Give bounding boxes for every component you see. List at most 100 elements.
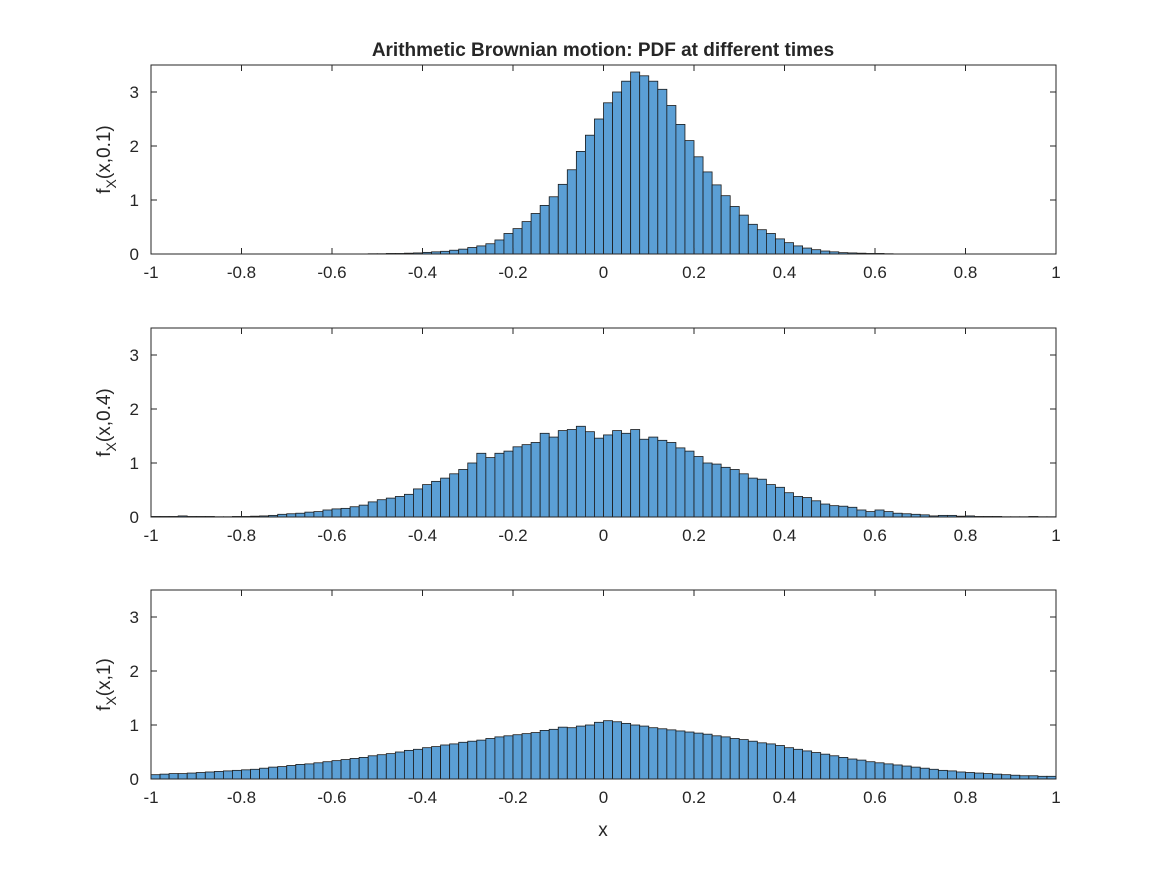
histogram-bar (775, 487, 784, 517)
histogram-bar (359, 757, 368, 779)
y-label-args: (x,0.1) (94, 125, 115, 179)
histogram-bar (857, 760, 866, 779)
histogram-bar (604, 103, 613, 254)
histogram-bar (703, 172, 712, 254)
histogram-bar (613, 722, 622, 779)
histogram-bar (622, 81, 631, 254)
histogram-bar (947, 771, 956, 779)
histogram-bar (893, 765, 902, 779)
histogram-bar (567, 170, 576, 254)
histogram-bar (278, 767, 287, 779)
histogram-bar (875, 510, 884, 517)
histogram-bar (296, 513, 305, 517)
histogram-bar (450, 250, 459, 254)
histogram-bar (739, 215, 748, 254)
histogram-bar (576, 726, 585, 779)
histogram-bar (631, 725, 640, 779)
x-tick-label: 0.4 (773, 788, 797, 807)
histogram-bar (848, 507, 857, 517)
y-label-args: (x,0.4) (94, 388, 115, 442)
histogram-bar (712, 464, 721, 517)
histogram-bar (785, 243, 794, 254)
histogram-bar (459, 249, 468, 254)
histogram-bar (757, 743, 766, 779)
histogram-bar (676, 731, 685, 779)
y-tick-label: 2 (130, 400, 139, 419)
x-tick-label: -0.6 (317, 788, 346, 807)
histogram-bar (495, 737, 504, 779)
histogram-bar (622, 723, 631, 779)
histogram-bar (459, 469, 468, 517)
histogram-bar (911, 767, 920, 779)
panel-3-y-axis-label: fX(x,1) (94, 658, 119, 711)
histogram-bar (187, 773, 196, 779)
x-tick-label: -0.2 (498, 788, 527, 807)
histogram-bar (613, 92, 622, 254)
histogram-bar (567, 430, 576, 517)
histogram-bar (604, 721, 613, 779)
x-tick-label: -0.6 (317, 526, 346, 545)
histogram-bar (848, 759, 857, 779)
histogram-bar (359, 505, 368, 517)
histogram-bar (558, 184, 567, 254)
histogram-bar (377, 500, 386, 517)
histogram-bar (721, 467, 730, 517)
histogram-bar (821, 504, 830, 517)
histogram-bar (721, 196, 730, 254)
x-tick-label: -0.8 (227, 526, 256, 545)
x-tick-label: -0.2 (498, 526, 527, 545)
histogram-bar (468, 248, 477, 254)
histogram-bar (350, 507, 359, 517)
histogram-bar (486, 739, 495, 780)
x-tick-label: 0.6 (863, 788, 887, 807)
x-tick-label: 0.4 (773, 526, 797, 545)
histogram-bar (676, 448, 685, 517)
panel-1-bars (368, 72, 893, 254)
histogram-bar (803, 751, 812, 779)
histogram-bar (540, 205, 549, 254)
histogram-bar (857, 510, 866, 517)
histogram-bar (694, 457, 703, 517)
histogram-bar (794, 246, 803, 254)
histogram-bar (196, 773, 205, 779)
histogram-bar (477, 246, 486, 254)
x-tick-label: -1 (143, 263, 158, 282)
x-tick-label: 0.2 (682, 526, 706, 545)
histogram-bar (576, 426, 585, 517)
x-tick-label: 0 (599, 526, 608, 545)
x-tick-label: -1 (143, 788, 158, 807)
histogram-bar (622, 433, 631, 517)
histogram-bar (956, 772, 965, 779)
histogram-bar (766, 744, 775, 779)
histogram-bar (404, 494, 413, 517)
y-tick-label: 1 (130, 454, 139, 473)
histogram-bar (667, 106, 676, 255)
histogram-bar (558, 431, 567, 517)
histogram-bar (477, 453, 486, 517)
histogram-bar (368, 502, 377, 517)
histogram-bar (468, 463, 477, 517)
y-tick-label: 1 (130, 716, 139, 735)
histogram-bar (323, 762, 332, 779)
histogram-bar (766, 485, 775, 517)
histogram-bar (676, 124, 685, 254)
histogram-bar (785, 748, 794, 779)
histogram-bar (649, 728, 658, 779)
histogram-bar (450, 744, 459, 779)
histogram-bar (214, 771, 223, 779)
histogram-bar (540, 730, 549, 779)
x-tick-label: 0 (599, 788, 608, 807)
x-tick-label: -1 (143, 526, 158, 545)
histogram-bar (513, 447, 522, 517)
histogram-bar (685, 141, 694, 254)
x-tick-label: 0.2 (682, 788, 706, 807)
histogram-bar (459, 742, 468, 779)
histogram-bar (794, 749, 803, 779)
histogram-bar (332, 509, 341, 517)
histogram-bar (178, 774, 187, 779)
y-label-args: (x,1) (94, 658, 115, 696)
y-tick-label: 2 (130, 662, 139, 681)
chart-title: Arithmetic Brownian motion: PDF at diffe… (372, 40, 834, 61)
histogram-bar (839, 506, 848, 517)
histogram-bar (504, 233, 513, 254)
